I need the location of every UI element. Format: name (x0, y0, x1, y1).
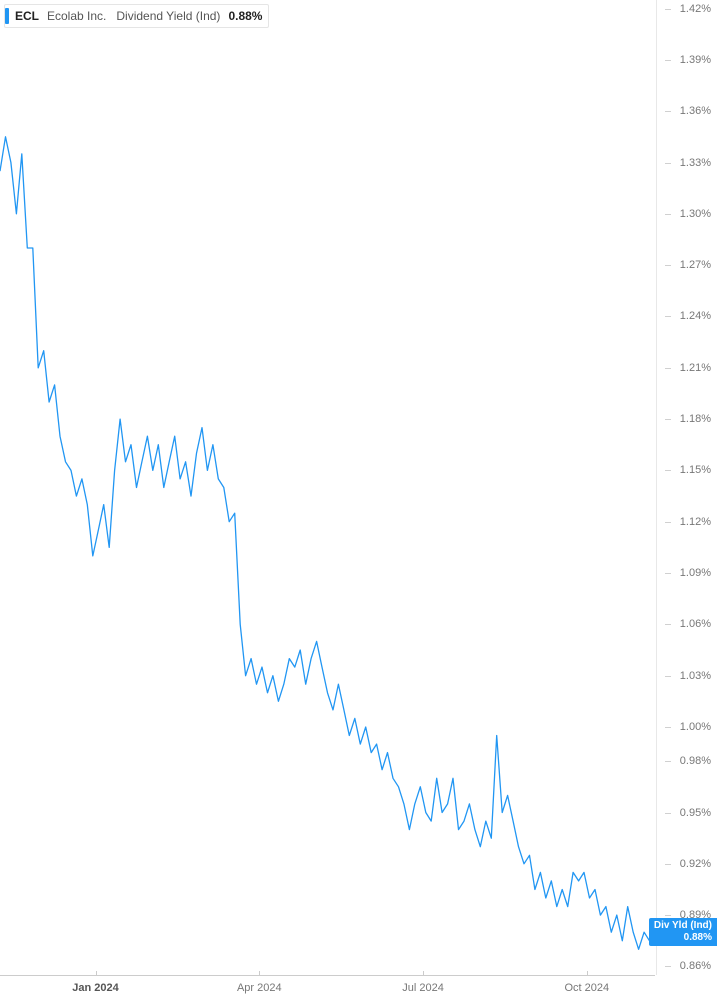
x-tick-label: Oct 2024 (564, 982, 609, 994)
y-tick-mark (665, 9, 671, 10)
y-tick-mark (665, 966, 671, 967)
y-tick-mark (665, 316, 671, 317)
y-tick-label: 1.33% (680, 157, 711, 169)
x-tick-mark (96, 971, 97, 976)
chart-legend[interactable]: ECL Ecolab Inc. Dividend Yield (Ind) 0.8… (4, 4, 269, 28)
legend-company-name: Ecolab Inc. (47, 9, 106, 23)
y-tick-mark (665, 368, 671, 369)
line-chart-svg (0, 0, 655, 975)
y-tick-label: 1.27% (680, 259, 711, 271)
y-tick-label: 0.95% (680, 807, 711, 819)
y-tick-mark (665, 676, 671, 677)
x-tick-label: Jan 2024 (72, 982, 118, 994)
y-tick-label: 1.36% (680, 105, 711, 117)
y-tick-mark (665, 573, 671, 574)
y-axis: 1.42% 1.39% 1.36% 1.33% 1.30% 1.27% 1.24% 1.21%… (657, 0, 717, 1005)
y-tick-label: 0.86% (680, 960, 711, 972)
y-tick-mark (665, 915, 671, 916)
y-tick-mark (665, 60, 671, 61)
x-tick-mark (587, 971, 588, 976)
marker-value: 0.88% (654, 932, 712, 944)
x-tick-mark (423, 971, 424, 976)
legend-series-name: Dividend Yield (Ind) (116, 9, 220, 23)
x-tick-label: Jul 2024 (402, 982, 444, 994)
y-tick-label: 1.06% (680, 618, 711, 630)
y-tick-mark (665, 624, 671, 625)
y-tick-label: 0.92% (680, 858, 711, 870)
chart-area[interactable]: 1.42% 1.39% 1.36% 1.33% 1.30% 1.27% 1.24% 1.21%… (0, 0, 717, 1005)
legend-current-value: 0.88% (228, 9, 262, 23)
current-value-marker: Div Yld (Ind) 0.88% (649, 918, 717, 946)
legend-color-bar (5, 8, 9, 24)
x-tick-mark (259, 971, 260, 976)
y-tick-label: 1.42% (680, 3, 711, 15)
x-axis: Jan 2024 Apr 2024 Jul 2024 Oct 2024 (0, 975, 655, 1005)
x-tick-label: Apr 2024 (237, 982, 282, 994)
y-tick-mark (665, 265, 671, 266)
y-tick-label: 1.12% (680, 516, 711, 528)
y-tick-mark (665, 864, 671, 865)
price-line (0, 137, 650, 950)
y-tick-label: 1.09% (680, 567, 711, 579)
y-tick-mark (665, 813, 671, 814)
y-tick-label: 1.15% (680, 464, 711, 476)
y-tick-mark (665, 470, 671, 471)
y-tick-mark (665, 419, 671, 420)
y-tick-mark (665, 761, 671, 762)
y-tick-mark (665, 111, 671, 112)
marker-label: Div Yld (Ind) (654, 920, 712, 932)
y-tick-label: 1.30% (680, 208, 711, 220)
y-tick-mark (665, 163, 671, 164)
y-tick-label: 1.21% (680, 362, 711, 374)
y-tick-label: 1.03% (680, 670, 711, 682)
y-tick-label: 1.00% (680, 721, 711, 733)
y-tick-mark (665, 214, 671, 215)
y-tick-mark (665, 522, 671, 523)
y-tick-label: 1.18% (680, 413, 711, 425)
y-tick-label: 1.39% (680, 54, 711, 66)
legend-ticker: ECL (15, 9, 39, 23)
y-tick-label: 1.24% (680, 310, 711, 322)
y-tick-mark (665, 727, 671, 728)
y-tick-label: 0.98% (680, 755, 711, 767)
